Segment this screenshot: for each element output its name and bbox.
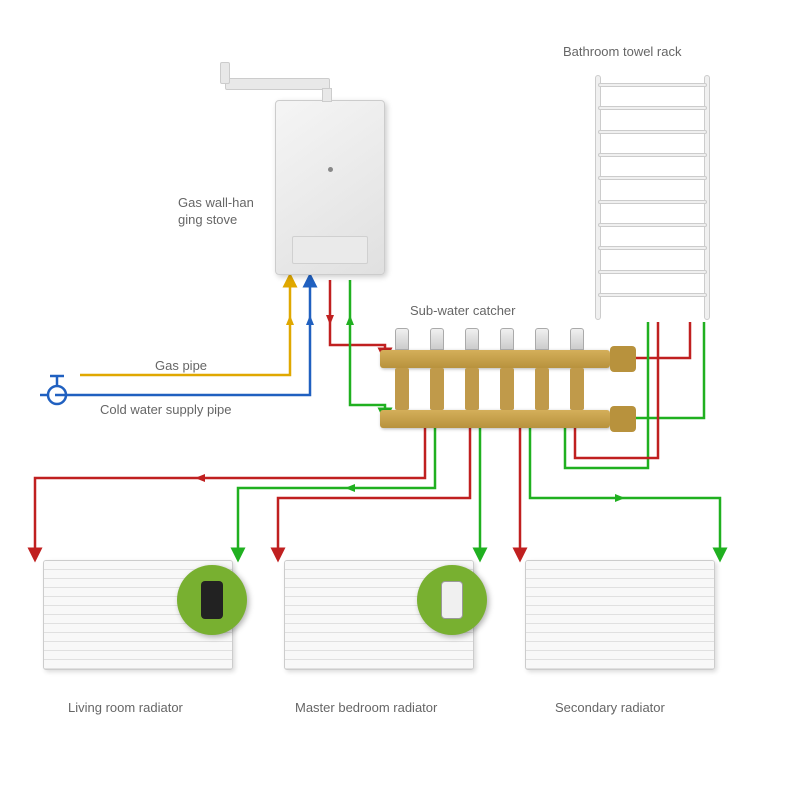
boiler-flue-up — [322, 88, 332, 102]
pipe — [330, 280, 385, 355]
pipe — [278, 428, 470, 555]
boiler-flue — [225, 78, 330, 90]
gas-boiler — [275, 100, 385, 275]
towel-rack-label: Bathroom towel rack — [563, 44, 682, 61]
pipe — [530, 428, 720, 555]
manifold-label: Sub-water catcher — [410, 303, 516, 320]
manifold-endcap — [610, 346, 636, 372]
gas-pipe-label: Gas pipe — [155, 358, 207, 375]
cold-water-label: Cold water supply pipe — [100, 402, 232, 419]
manifold-valve — [395, 368, 409, 410]
towel-bar — [598, 223, 707, 227]
towel-bar — [598, 83, 707, 87]
boiler-label: Gas wall-han ging stove — [178, 195, 268, 229]
towel-bar — [598, 130, 707, 134]
towel-rack — [595, 75, 710, 320]
flow-arrow-icon — [286, 315, 294, 325]
towel-bar — [598, 176, 707, 180]
manifold-flowmeter — [570, 328, 584, 350]
flow-arrow-icon — [326, 315, 334, 325]
manifold-flowmeter — [395, 328, 409, 350]
flow-arrow-icon — [306, 315, 314, 325]
radiator1-label: Living room radiator — [68, 700, 183, 717]
secondary-radiator — [525, 560, 715, 670]
pipe — [350, 280, 385, 415]
radiator2-label: Master bedroom radiator — [295, 700, 437, 717]
towel-bar — [598, 106, 707, 110]
manifold-return — [380, 410, 610, 428]
manifold-flowmeter — [465, 328, 479, 350]
manifold-valve — [465, 368, 479, 410]
manifold-flowmeter — [430, 328, 444, 350]
pipe — [238, 428, 435, 555]
towel-bar — [598, 153, 707, 157]
manifold-flowmeter — [500, 328, 514, 350]
towel-bar — [598, 246, 707, 250]
manifold-valve — [500, 368, 514, 410]
manifold-valve — [570, 368, 584, 410]
pipe — [55, 280, 310, 395]
manifold-flowmeter — [535, 328, 549, 350]
pipe — [35, 428, 425, 555]
manifold-valve — [535, 368, 549, 410]
flow-arrow-icon — [345, 484, 355, 492]
trv-valve-2 — [417, 565, 487, 635]
flow-arrow-icon — [346, 315, 354, 325]
manifold-valve — [430, 368, 444, 410]
flow-arrow-icon — [195, 474, 205, 482]
boiler-flue-end — [220, 62, 230, 84]
trv-valve-1 — [177, 565, 247, 635]
towel-bar — [598, 200, 707, 204]
manifold-endcap — [610, 406, 636, 432]
towel-bar — [598, 270, 707, 274]
flow-arrow-icon — [615, 494, 625, 502]
radiator3-label: Secondary radiator — [555, 700, 665, 717]
manifold-supply — [380, 350, 610, 368]
towel-bar — [598, 293, 707, 297]
pipe — [575, 322, 658, 458]
